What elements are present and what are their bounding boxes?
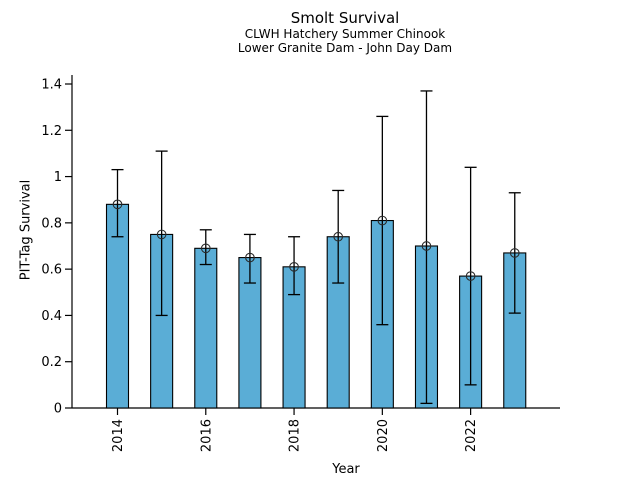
chart-subtitle-hatchery: CLWH Hatchery Summer Chinook [244,27,446,41]
marker-2015 [156,229,167,240]
y-tick-label: 1.2 [41,124,62,139]
marker-2022 [465,271,476,281]
y-tick-label: 1 [54,170,62,185]
marker-2016 [200,243,211,254]
y-tick-label: 0.8 [41,216,62,231]
x-tick-label: 2020 [376,419,391,452]
x-tick-label: 2016 [199,419,214,452]
marker-2021 [421,241,432,251]
marker-2023 [509,248,520,258]
y-tick-label: 0 [54,402,62,417]
chart-subtitle-reach: Lower Granite Dam - John Day Dam [237,41,453,55]
marker-2017 [245,252,255,263]
chart-title: Smolt Survival [290,9,400,27]
y-tick-label: 0.4 [41,309,62,324]
x-tick-label: 2022 [464,419,479,452]
marker-2020 [377,215,388,226]
y-tick-label: 0.6 [41,263,62,278]
marker-2018 [289,261,299,272]
y-tick-label: 0.2 [41,355,62,370]
y-tick-label: 1.4 [41,78,62,93]
marker-2014 [112,199,123,210]
bar-2016 [194,247,218,409]
x-tick-label: 2014 [111,419,126,452]
x-tick-label: 2018 [288,419,303,452]
marker-2019 [333,231,344,242]
x-axis-label: Year [332,462,360,477]
